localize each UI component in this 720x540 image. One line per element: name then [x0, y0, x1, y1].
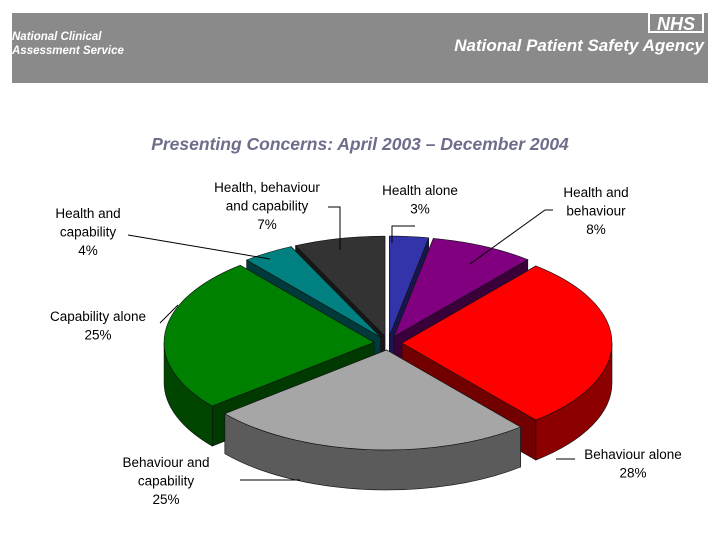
slice-label-line: Capability alone — [50, 309, 146, 324]
slice-label-line: Behaviour and — [122, 455, 209, 470]
slice-label-line: Behaviour alone — [584, 447, 682, 462]
pie-slice — [163, 264, 375, 407]
slice-label-line: Health and — [55, 206, 120, 221]
label-leader-line — [328, 206, 341, 250]
label-leader-line — [469, 209, 553, 265]
slice-label-line: capability — [60, 225, 117, 240]
slice-label: Health and capability 4% — [55, 206, 120, 258]
org-left-line-1: National Clinical — [12, 31, 102, 43]
slice-label: Health, behaviour and capability 7% — [214, 180, 320, 232]
slice-label: Capability alone 25% — [50, 309, 146, 343]
slice-label: Health alone 3% — [382, 183, 458, 217]
slice-label: Behaviour alone 28% — [584, 447, 682, 481]
slice-label-line: Health alone — [382, 183, 458, 198]
npsa-logo-text: National Patient Safety Agency — [454, 36, 704, 55]
slice-label-line: 7% — [257, 217, 277, 232]
slice-label-line: and capability — [226, 199, 309, 214]
pie-slice — [389, 235, 430, 337]
chart-title: Presenting Concerns: April 2003 – Decemb… — [151, 134, 569, 154]
nclas-logo-text: National Clinical Assessment Service — [12, 30, 124, 58]
slice-label-line: 28% — [619, 466, 646, 481]
label-leader-line — [127, 234, 271, 260]
header-banner — [12, 13, 708, 83]
slice-label: Health and behaviour 8% — [563, 185, 628, 237]
pie-slice — [224, 349, 522, 451]
label-leader-line — [391, 225, 415, 243]
slice-label-line: 25% — [152, 492, 179, 507]
slice-label-line: behaviour — [566, 204, 626, 219]
org-left-line-2: Assessment Service — [12, 45, 124, 57]
slice-label-line: Health, behaviour — [214, 180, 320, 195]
label-leader-line — [159, 304, 179, 324]
slice-label: Behaviour and capability 25% — [122, 455, 209, 507]
slice-label-line: 4% — [78, 243, 98, 258]
pie-slice — [294, 235, 386, 337]
pie-slice — [401, 265, 613, 421]
nhs-logo: NHS — [648, 12, 704, 34]
slice-label-line: 25% — [84, 328, 111, 343]
slice-label-line: 3% — [410, 202, 430, 217]
pie-slice — [245, 246, 381, 338]
pie-slice — [393, 238, 529, 338]
slice-label-line: capability — [138, 474, 195, 489]
slice-label-line: Health and — [563, 185, 628, 200]
slice-label-line: 8% — [586, 222, 606, 237]
